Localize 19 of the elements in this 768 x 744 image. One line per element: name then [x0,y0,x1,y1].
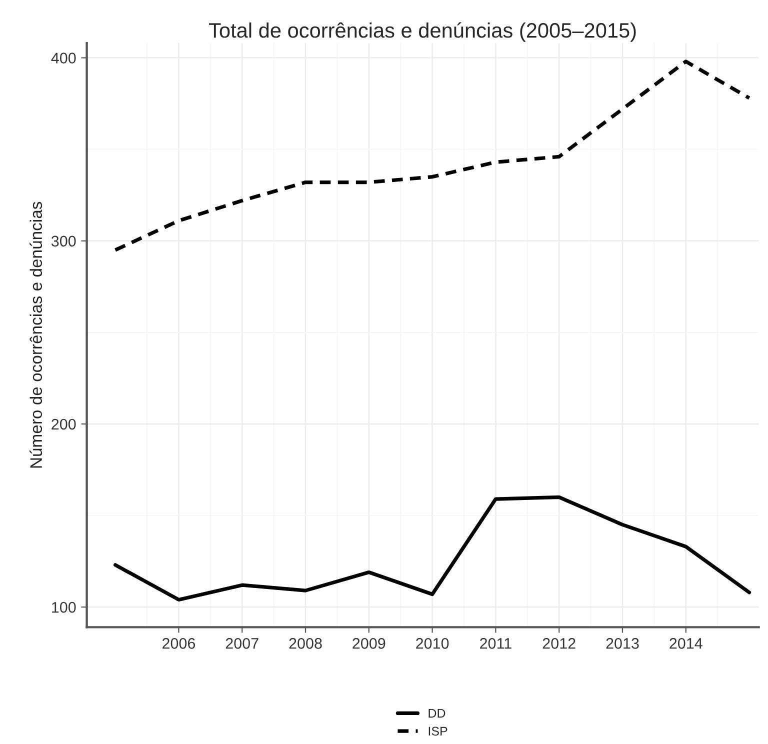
y-tick-label: 100 [52,602,76,613]
line-series [114,495,752,602]
legend-label: ISP [428,726,448,736]
x-tick-label: 2014 [670,638,702,649]
x-tick-label: 2008 [289,638,322,649]
y-tick-label: 200 [52,418,76,430]
chart-title: Total de ocorrências e denúncias (2005–2015) [209,22,636,42]
x-tick-label: 2013 [606,638,639,649]
line-series [114,60,752,252]
x-tick-label: 2011 [480,638,512,649]
y-axis-title: Número de ocorrências e denúncias [30,202,42,468]
y-tick-label: 300 [51,236,76,247]
x-tick-label: 2006 [162,638,196,649]
y-tick-label: 400 [51,52,76,64]
legend-label: DD [428,708,446,718]
x-tick-label: 2007 [226,638,258,649]
x-tick-label: 2010 [416,638,449,649]
x-tick-label: 2012 [542,638,576,649]
x-tick-label: 2009 [352,638,386,649]
